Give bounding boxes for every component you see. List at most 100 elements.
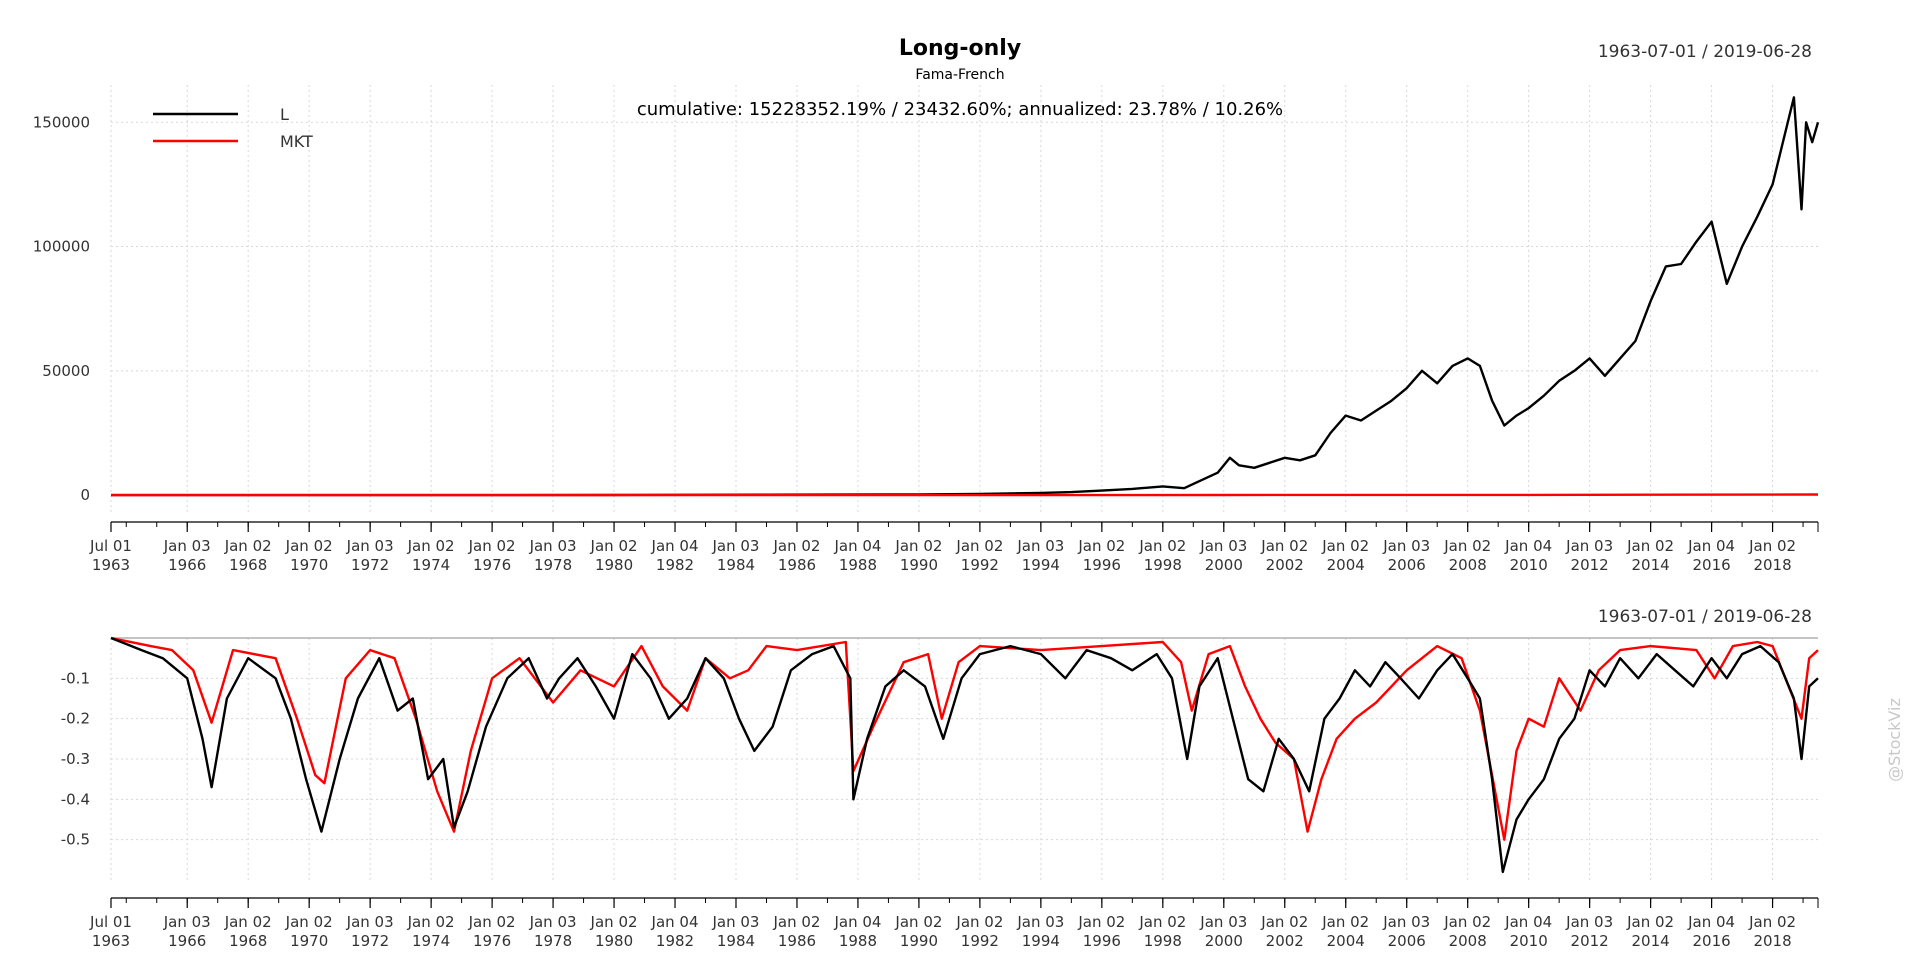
bottom-y-axis: -0.1 -0.2 -0.3 -0.4 -0.5 — [61, 669, 90, 848]
bottom-x-tick-label-day: Jan 02 — [1260, 913, 1308, 931]
bottom-x-tick-label-year: 1982 — [656, 932, 694, 950]
bottom-x-tick-label-day: Jan 02 — [1626, 913, 1674, 931]
bottom-x-tick-label-day: Jan 04 — [833, 913, 881, 931]
top-y-tick-label: 150000 — [33, 113, 90, 131]
top-y-axis: 0 50000 100000 150000 — [33, 113, 90, 504]
top-x-tick-label-year: 1992 — [961, 556, 999, 574]
bottom-x-tick-label-day: Jan 03 — [1382, 913, 1430, 931]
bottom-x-tick-label-year: 1976 — [473, 932, 511, 950]
bottom-x-tick-label-year: 1980 — [595, 932, 633, 950]
top-x-tick-label-day: Jan 04 — [1687, 537, 1735, 555]
top-x-tick-label-day: Jan 03 — [346, 537, 394, 555]
drawdown-panel: 1963-07-01 / 2019-06-28 -0.1 -0.2 -0.3 -0.4… — [61, 607, 1819, 950]
bottom-x-tick-label-day: Jan 03 — [712, 913, 760, 931]
bottom-x-tick-label-day: Jan 02 — [894, 913, 942, 931]
top-x-tick-label-day: Jan 02 — [772, 537, 820, 555]
bottom-x-tick-label-day: Jan 03 — [1199, 913, 1247, 931]
bottom-x-tick-label-year: 2018 — [1753, 932, 1791, 950]
chart-title: Long-only — [899, 36, 1021, 61]
bottom-x-tick-label-day: Jul 01 — [89, 913, 132, 931]
top-x-tick-label-year: 1976 — [473, 556, 511, 574]
top-x-tick-label-year: 1966 — [168, 556, 206, 574]
top-x-tick-label-year: 1996 — [1083, 556, 1121, 574]
top-x-tick-label-year: 1972 — [351, 556, 389, 574]
top-x-tick-label-year: 2012 — [1571, 556, 1609, 574]
bottom-x-tick-label-year: 1978 — [534, 932, 572, 950]
bottom-x-tick-label-year: 2014 — [1632, 932, 1670, 950]
top-x-tick-label-year: 2008 — [1449, 556, 1487, 574]
bottom-x-tick-label-day: Jan 02 — [1748, 913, 1796, 931]
bottom-y-tick-label: -0.2 — [61, 710, 90, 728]
top-x-tick-label-day: Jan 02 — [468, 537, 516, 555]
chart-subtitle: Fama-French — [915, 67, 1004, 83]
top-x-tick-label-year: 2004 — [1327, 556, 1365, 574]
bottom-x-tick-label-year: 2010 — [1510, 932, 1548, 950]
bottom-x-tick-label-year: 1974 — [412, 932, 450, 950]
top-x-tick-label-year: 2016 — [1693, 556, 1731, 574]
watermark: @StockViz — [1885, 698, 1904, 782]
top-x-tick-label-day: Jan 04 — [651, 537, 699, 555]
bottom-x-tick-label-day: Jan 03 — [1565, 913, 1613, 931]
top-x-tick-label-year: 1974 — [412, 556, 450, 574]
legend: L MKT — [153, 105, 313, 151]
bottom-x-tick-label-year: 2000 — [1205, 932, 1243, 950]
bottom-x-tick-label-day: Jan 02 — [1321, 913, 1369, 931]
bottom-x-tick-label-day: Jan 03 — [163, 913, 211, 931]
top-x-tick-label-day: Jan 02 — [1626, 537, 1674, 555]
bottom-x-tick-label-day: Jan 02 — [1138, 913, 1186, 931]
bottom-x-tick-label-year: 1966 — [168, 932, 206, 950]
top-x-tick-label-day: Jan 03 — [712, 537, 760, 555]
top-x-tick-label-day: Jan 02 — [590, 537, 638, 555]
bottom-x-tick-label-year: 1972 — [351, 932, 389, 950]
top-x-tick-label-day: Jan 02 — [1443, 537, 1491, 555]
top-x-tick-label-year: 1968 — [229, 556, 267, 574]
bottom-y-tick-label: -0.5 — [61, 831, 90, 849]
top-x-tick-label-year: 2014 — [1632, 556, 1670, 574]
bottom-x-tick-label-year: 1970 — [290, 932, 328, 950]
bottom-series-mkt — [110, 636, 1819, 841]
top-x-tick-label-year: 1988 — [839, 556, 877, 574]
top-y-tick-label: 0 — [80, 486, 90, 504]
bottom-series-lines — [110, 636, 1819, 874]
top-x-tick-label-year: 1963 — [92, 556, 130, 574]
bottom-y-tick-label: -0.3 — [61, 750, 90, 768]
top-x-tick-label-year: 1984 — [717, 556, 755, 574]
top-x-tick-label-day: Jan 03 — [1199, 537, 1247, 555]
top-x-tick-label-day: Jan 02 — [224, 537, 272, 555]
top-x-tick-label-day: Jan 03 — [1565, 537, 1613, 555]
bottom-x-tick-label-day: Jan 02 — [590, 913, 638, 931]
bottom-x-tick-label-day: Jan 02 — [468, 913, 516, 931]
top-x-tick-label-year: 1980 — [595, 556, 633, 574]
top-x-tick-label-day: Jan 02 — [955, 537, 1003, 555]
top-x-tick-label-day: Jan 03 — [529, 537, 577, 555]
bottom-x-tick-label-year: 1996 — [1083, 932, 1121, 950]
bottom-x-tick-label-day: Jan 03 — [529, 913, 577, 931]
bottom-x-tick-label-year: 1968 — [229, 932, 267, 950]
top-x-tick-label-day: Jan 02 — [1138, 537, 1186, 555]
top-series-l — [111, 96, 1820, 497]
top-x-tick-label-year: 1994 — [1022, 556, 1060, 574]
bottom-x-tick-label-day: Jan 02 — [1443, 913, 1491, 931]
top-gridlines — [110, 85, 1818, 515]
top-y-tick-label: 50000 — [42, 362, 90, 380]
bottom-x-tick-label-day: Jan 02 — [955, 913, 1003, 931]
top-x-tick-label-day: Jan 03 — [163, 537, 211, 555]
legend-label-l: L — [280, 105, 289, 124]
top-x-tick-label-year: 1978 — [534, 556, 572, 574]
bottom-x-tick-label-day: Jan 04 — [651, 913, 699, 931]
bottom-x-tick-label-year: 1963 — [92, 932, 130, 950]
bottom-x-tick-label-year: 1988 — [839, 932, 877, 950]
top-x-tick-label-year: 2002 — [1266, 556, 1304, 574]
top-x-tick-label-year: 2010 — [1510, 556, 1548, 574]
top-y-tick-label: 100000 — [33, 238, 90, 256]
bottom-x-tick-label-day: Jan 02 — [285, 913, 333, 931]
top-x-tick-label-day: Jan 03 — [1016, 537, 1064, 555]
top-x-tick-label-year: 1982 — [656, 556, 694, 574]
top-x-tick-label-day: Jan 02 — [407, 537, 455, 555]
bottom-x-tick-label-year: 2008 — [1449, 932, 1487, 950]
bottom-x-tick-label-year: 2006 — [1388, 932, 1426, 950]
bottom-y-tick-label: -0.4 — [61, 790, 90, 808]
top-x-tick-label-day: Jan 02 — [1260, 537, 1308, 555]
top-x-tick-label-year: 1990 — [900, 556, 938, 574]
top-x-tick-label-day: Jan 02 — [285, 537, 333, 555]
